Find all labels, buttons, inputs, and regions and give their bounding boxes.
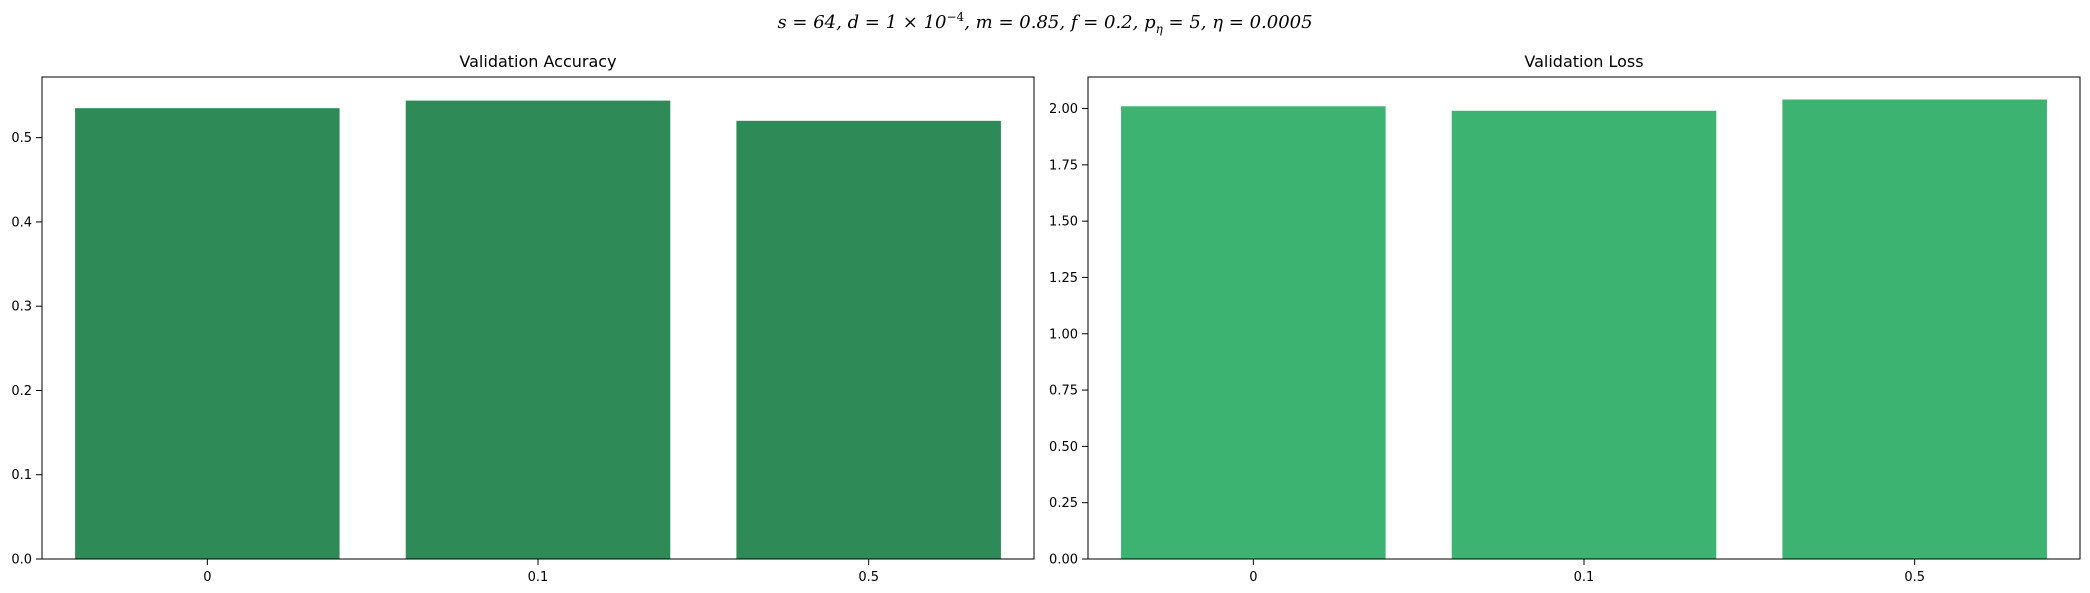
validation-loss-ytick-label-1: 0.25	[1049, 496, 1078, 511]
figure-suptitle: s = 64, d = 1 × 10−4, m = 0.85, f = 0.2,…	[777, 10, 1312, 36]
validation-loss-ytick-label-7: 1.75	[1049, 158, 1078, 173]
validation-accuracy-chart: Validation Accuracy 0.0 0.1 0.2 0.3 0.4 0.5 0 0.…	[11, 52, 1035, 585]
validation-accuracy-bar-2	[736, 120, 1001, 560]
validation-loss-ytick-label-8: 2.00	[1049, 102, 1078, 117]
validation-loss-ytick-label-6: 1.50	[1049, 215, 1078, 230]
validation-accuracy-ytick-label-0: 0.0	[11, 553, 32, 568]
validation-accuracy-title: Validation Accuracy	[459, 52, 616, 71]
validation-loss-axes-frame	[1087, 76, 2081, 560]
validation-accuracy-xtick-label-1: 0.1	[528, 570, 549, 585]
validation-loss-bar-2	[1782, 99, 2047, 559]
validation-accuracy-xtick-label-0: 0	[203, 570, 211, 585]
validation-accuracy-ytick-label-2: 0.2	[11, 384, 32, 399]
validation-loss-ytick-label-0: 0.00	[1049, 553, 1078, 568]
validation-loss-xtick-label-0: 0	[1249, 570, 1257, 585]
validation-loss-ytick-label-5: 1.25	[1049, 271, 1078, 286]
validation-loss-title: Validation Loss	[1524, 52, 1643, 71]
validation-loss-ytick-label-2: 0.50	[1049, 440, 1078, 455]
validation-accuracy-ytick-label-4: 0.4	[11, 215, 32, 230]
validation-loss-bar-0	[1121, 106, 1386, 560]
validation-accuracy-ytick-label-3: 0.3	[11, 300, 32, 315]
validation-accuracy-bar-0	[75, 108, 340, 560]
validation-loss-bar-1	[1451, 110, 1717, 560]
validation-loss-ytick-label-3: 0.75	[1049, 384, 1078, 399]
validation-accuracy-bar-1	[405, 100, 671, 559]
validation-loss-ytick-label-4: 1.00	[1049, 327, 1078, 342]
validation-accuracy-ytick-label-1: 0.1	[11, 468, 32, 483]
validation-accuracy-axes-frame	[41, 76, 1035, 560]
validation-accuracy-xtick-label-2: 0.5	[858, 570, 879, 585]
validation-loss-xtick-label-1: 0.1	[1574, 570, 1595, 585]
validation-loss-xtick-label-2: 0.5	[1904, 570, 1925, 585]
validation-loss-chart: Validation Loss0.000.250.500.751.001.251…	[1049, 52, 2081, 585]
validation-accuracy-ytick-label-5: 0.5	[11, 131, 32, 146]
